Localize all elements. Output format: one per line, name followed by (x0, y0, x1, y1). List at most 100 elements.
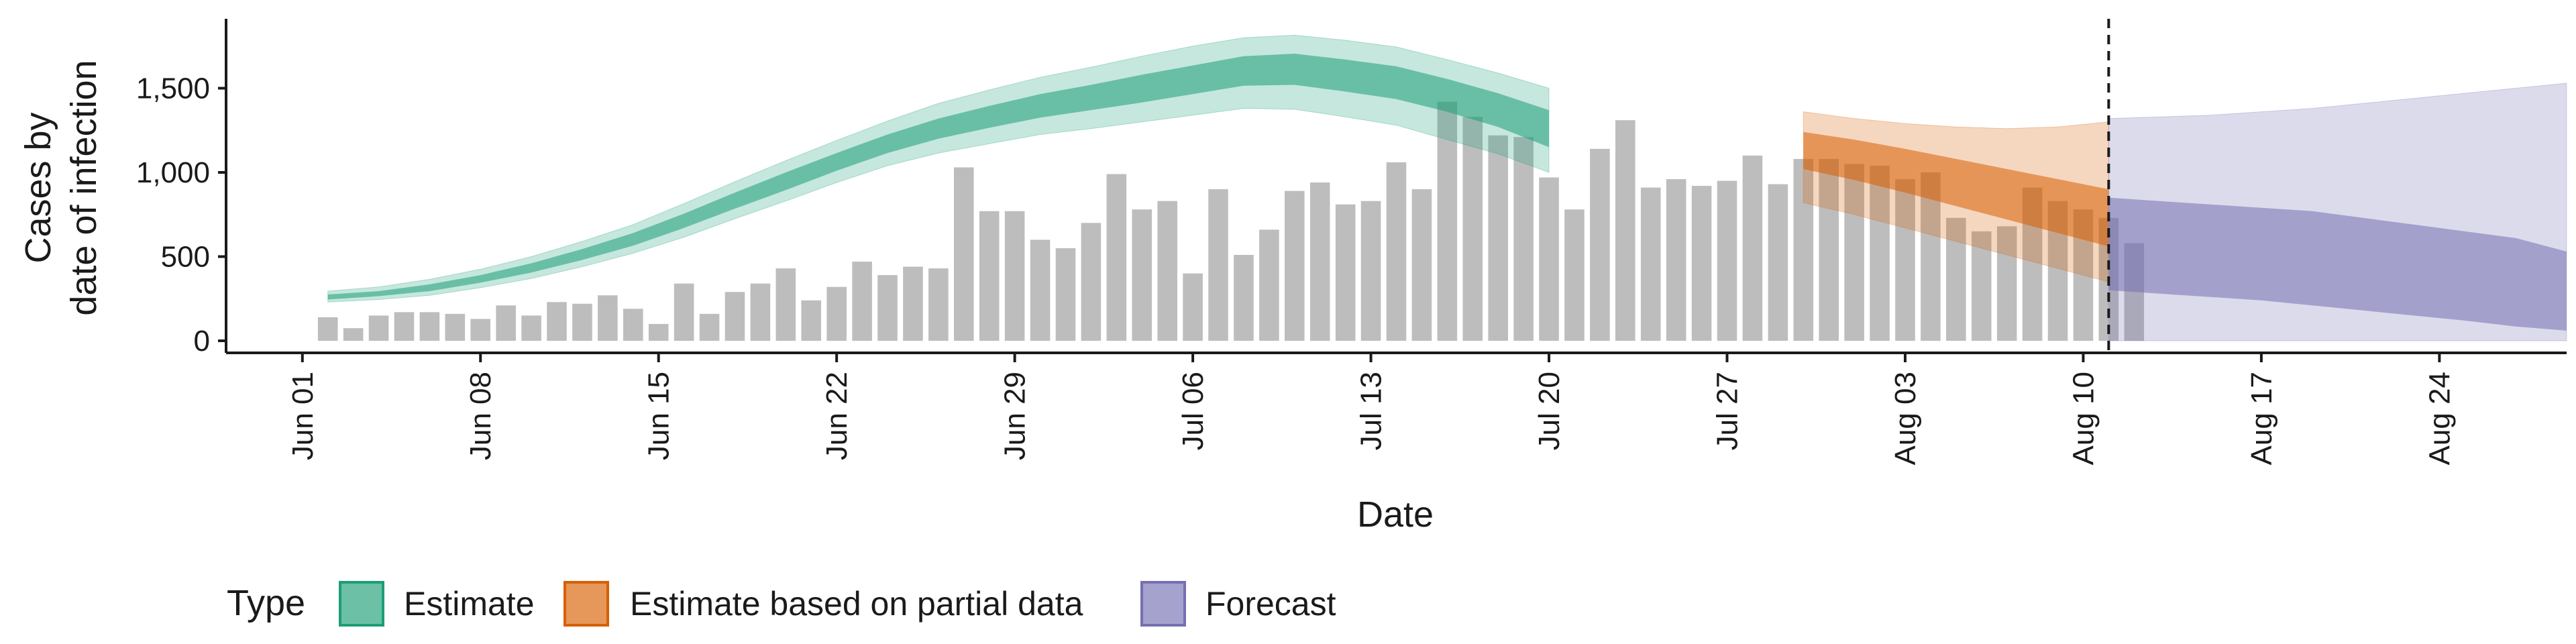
bars-layer (317, 101, 2145, 341)
case-bar (750, 283, 771, 341)
case-bar (598, 295, 618, 341)
case-bar (1309, 182, 1330, 341)
case-bar (1768, 184, 1788, 341)
estimate-based-on-partial-data-inner-band (1803, 131, 2109, 247)
y-tick-label: 1,000 (136, 156, 210, 189)
case-bar (1234, 254, 1254, 341)
case-bar (1793, 158, 1814, 341)
case-bar (1615, 120, 1635, 341)
case-bar (826, 286, 847, 341)
case-bar (343, 328, 364, 341)
case-bar (1844, 164, 1864, 341)
case-bar (1437, 101, 1458, 341)
case-bar (852, 262, 872, 341)
case-bar (801, 300, 822, 341)
case-bar (470, 319, 491, 341)
legend-label-estimate-based-on-partial-data: Estimate based on partial data (630, 585, 1083, 623)
case-bar (1564, 209, 1585, 341)
x-tick-label: Jun 01 (286, 372, 319, 460)
x-tick-label: Aug 17 (2245, 372, 2278, 465)
case-bar (724, 292, 745, 341)
estimate-inner-band (327, 54, 1550, 300)
case-bar (1183, 273, 1203, 341)
case-bar (1870, 165, 1890, 341)
case-bar (954, 167, 974, 341)
case-bar (572, 303, 592, 341)
case-bar (368, 315, 389, 341)
x-tick-label: Jul 27 (1711, 372, 1744, 450)
case-bar (1996, 226, 2017, 341)
case-bar (1742, 155, 1763, 341)
case-bar (1106, 174, 1127, 341)
x-tick-label: Jun 22 (820, 372, 853, 460)
y-axis-title-line-1: Cases by (18, 112, 58, 263)
case-bar (1640, 187, 1661, 341)
case-bar (674, 283, 694, 341)
case-bar (1030, 239, 1051, 341)
axes-layer (225, 19, 2567, 354)
case-bar (1081, 223, 1102, 341)
y-tick-label: 500 (161, 241, 210, 274)
case-bar (1946, 217, 1966, 341)
case-bar (1462, 117, 1483, 341)
case-bar (1488, 135, 1508, 341)
case-bar (394, 312, 415, 341)
y-ticks: 0 500 1,000 1,500 (136, 72, 226, 358)
case-bar (1386, 162, 1407, 341)
case-bar (1513, 137, 1534, 341)
case-bar (979, 211, 1000, 341)
case-bar (521, 315, 541, 341)
case-bar (1590, 148, 1610, 341)
x-ticks: Jun 01 Jun 08 Jun 15 Jun 22 Jun 29 Jul 06 Jul … (286, 353, 2456, 465)
case-bar (1285, 191, 1305, 341)
x-tick-label: Jun 15 (643, 372, 676, 460)
x-tick-label: Jun 08 (464, 372, 497, 460)
legend-label-forecast: Forecast (1205, 585, 1336, 623)
case-bar (1055, 248, 1076, 341)
case-bar (1208, 189, 1228, 341)
y-tick-label: 1,500 (136, 72, 210, 105)
case-bar (1132, 209, 1152, 341)
case-bar (496, 305, 516, 341)
case-bar (928, 268, 949, 341)
case-bar (445, 313, 466, 341)
legend-label-estimate: Estimate (404, 585, 535, 623)
case-bar (547, 302, 567, 341)
x-axis-title: Date (1357, 494, 1434, 535)
x-tick-label: Jul 06 (1177, 372, 1210, 450)
legend-key-forecast (1140, 581, 1186, 627)
case-bar (1819, 158, 1839, 341)
case-bar (1360, 201, 1381, 341)
case-bar (1717, 180, 1737, 341)
y-tick-label: 0 (194, 325, 210, 358)
forecast-inner-band (2108, 197, 2567, 331)
legend-key-estimate (339, 581, 384, 627)
case-bar (1335, 204, 1356, 341)
case-bar (648, 323, 669, 341)
case-bar (775, 268, 796, 341)
x-tick-label: Aug 10 (2067, 372, 2100, 465)
legend-title: Type (227, 583, 305, 623)
case-bar (1691, 186, 1712, 341)
x-tick-label: Jul 13 (1355, 372, 1388, 450)
case-bar (903, 266, 923, 341)
x-tick-label: Jul 20 (1533, 372, 1566, 450)
case-bar (1004, 211, 1025, 341)
ribbons-layer (327, 19, 2567, 353)
case-bar (877, 275, 898, 341)
legend: Type Estimate Estimate based on partial d… (227, 581, 1336, 627)
case-bar (1971, 231, 1992, 341)
x-tick-label: Aug 03 (1889, 372, 1922, 465)
case-bar (1157, 201, 1177, 341)
case-bar (1259, 229, 1279, 341)
case-bar (1666, 179, 1686, 341)
x-tick-label: Aug 24 (2423, 372, 2456, 465)
case-bar (699, 313, 720, 341)
case-bar (1539, 177, 1559, 341)
legend-key-estimate-based-on-partial-data (564, 581, 609, 627)
case-bar (623, 309, 643, 341)
x-tick-label: Jun 29 (999, 372, 1032, 460)
case-bar (419, 312, 440, 341)
case-bar (1411, 189, 1432, 341)
